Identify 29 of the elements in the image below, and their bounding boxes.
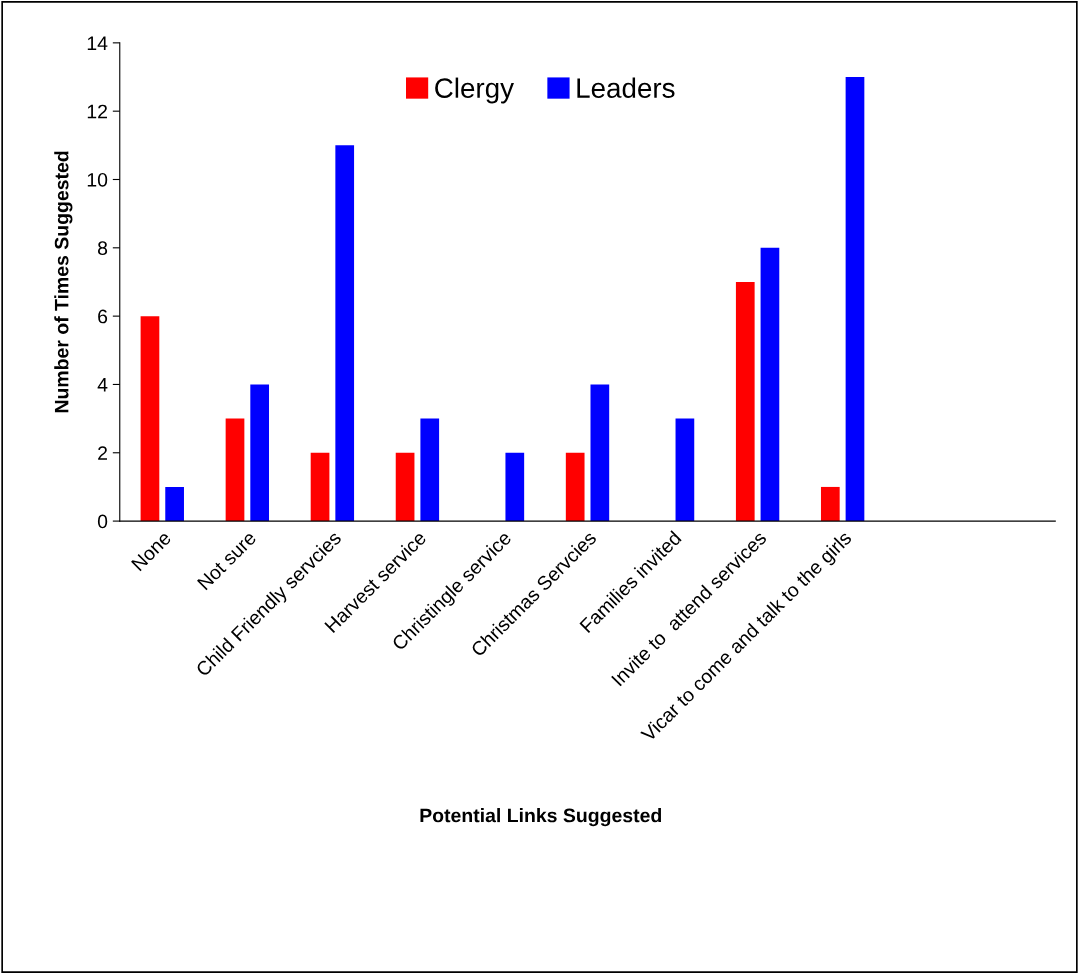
bar <box>420 418 440 522</box>
bar <box>675 418 695 522</box>
y-tick-label: 12 <box>87 104 107 119</box>
legend-label: Leaders <box>577 77 675 98</box>
bar <box>250 384 270 522</box>
y-tick-label: 4 <box>97 378 108 392</box>
y-tick-label: 6 <box>98 309 108 324</box>
y-tick-label: 0 <box>97 514 108 529</box>
bar <box>310 452 330 522</box>
bar <box>335 145 355 522</box>
legend-label: Clergy <box>435 77 514 104</box>
bar <box>225 418 245 522</box>
bar <box>395 452 415 522</box>
bar <box>565 452 585 522</box>
bar <box>590 384 610 522</box>
bar <box>140 316 160 522</box>
bar <box>845 77 865 522</box>
y-axis-title: Number of Times Suggested <box>54 151 73 413</box>
bar <box>760 247 780 522</box>
y-tick-label: 8 <box>98 241 108 256</box>
bar <box>505 452 525 522</box>
y-tick-label: 2 <box>98 446 107 460</box>
y-tick-label: 10 <box>87 172 108 187</box>
x-tick-label: Not sure <box>197 530 257 591</box>
y-tick-label: 14 <box>87 36 108 50</box>
x-axis-title: Potential Links Suggested <box>420 808 662 827</box>
bar <box>165 486 184 522</box>
bar <box>735 281 755 522</box>
bar <box>820 486 840 522</box>
